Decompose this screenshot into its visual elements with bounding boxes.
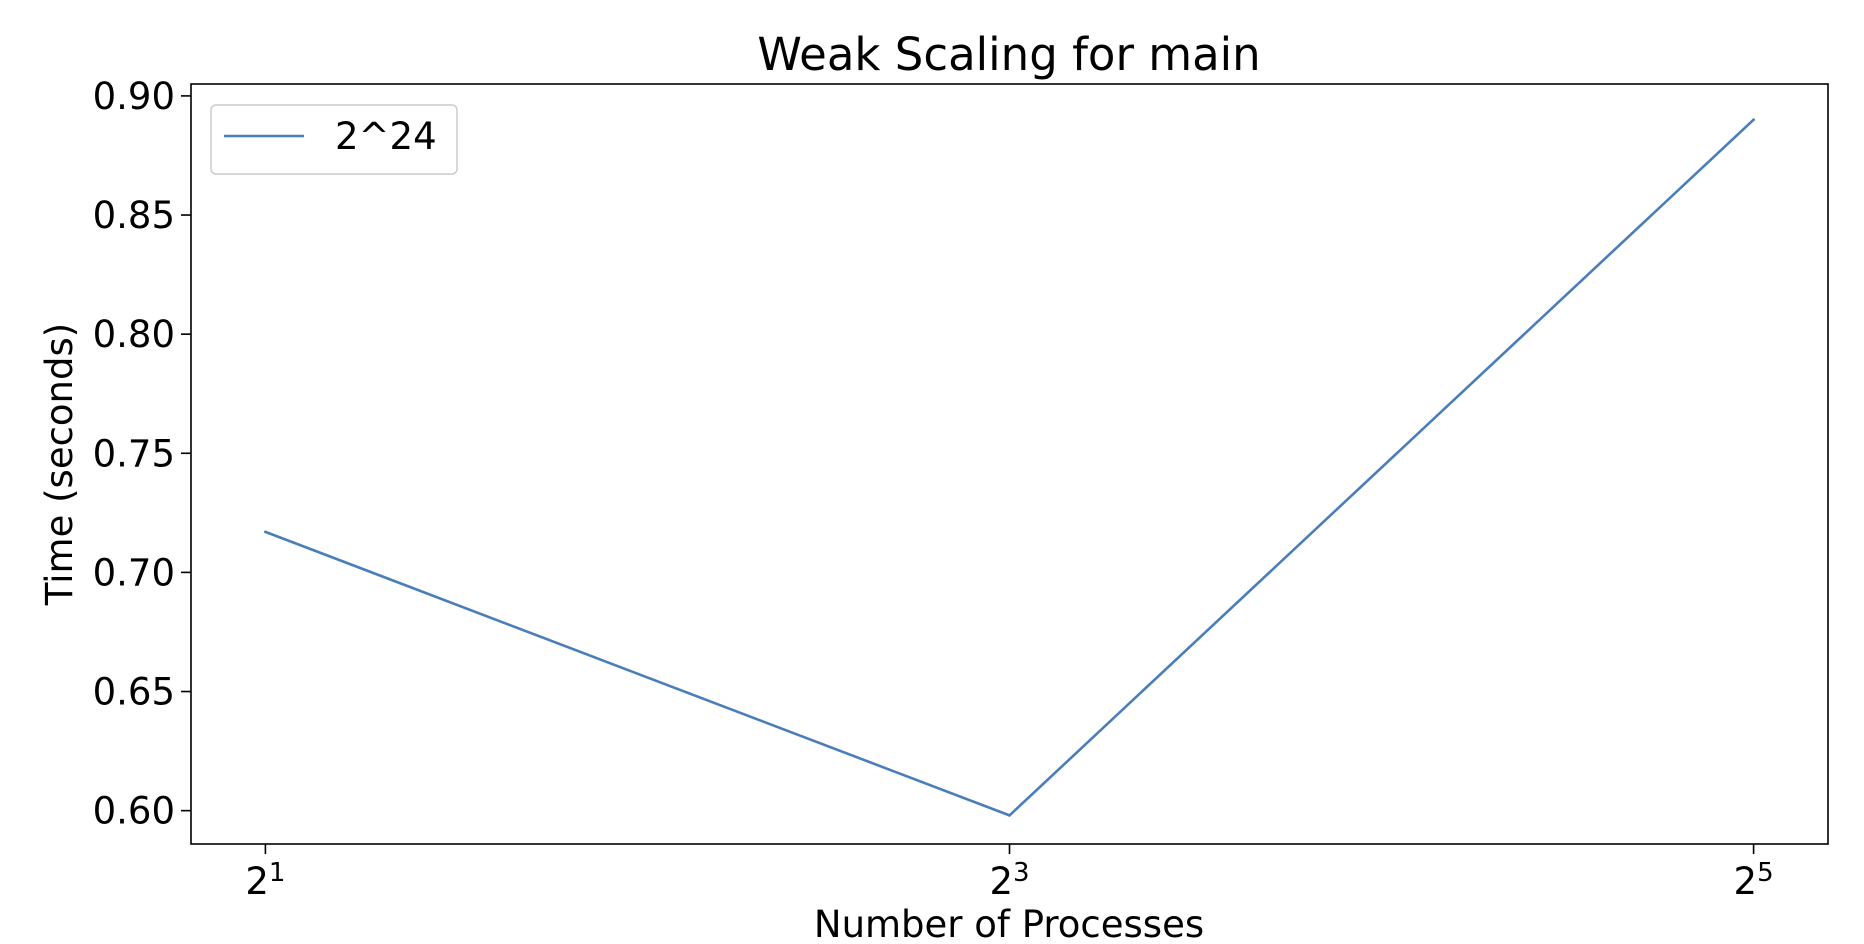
- x-tick-label: 25: [1734, 858, 1774, 903]
- x-axis: 21 23 25: [245, 844, 1774, 903]
- y-axis: 0.60 0.65 0.70 0.75 0.80 0.85 0.90: [93, 75, 191, 833]
- x-axis-label: Number of Processes: [814, 903, 1204, 944]
- series-point: [1752, 118, 1755, 122]
- legend-box: [210, 104, 458, 175]
- y-tick-label: 0.65: [93, 671, 175, 714]
- chart-title: Weak Scaling for main: [757, 28, 1260, 81]
- y-tick-label: 0.60: [93, 790, 175, 833]
- legend: 2^24: [210, 104, 458, 175]
- series-line: [264, 118, 1755, 817]
- series-point: [1008, 814, 1011, 817]
- x-tick-label: 21: [245, 858, 285, 903]
- y-tick-label: 0.80: [93, 313, 175, 356]
- y-tick-label: 0.90: [93, 75, 175, 118]
- y-tick-label: 0.85: [93, 194, 175, 237]
- series-point: [264, 530, 267, 534]
- legend-label: 2^24: [335, 115, 437, 158]
- plot-frame: [190, 83, 1829, 845]
- x-tick-label: 23: [989, 858, 1029, 903]
- series-lines: [264, 118, 1755, 817]
- y-tick-label: 0.75: [93, 432, 175, 475]
- y-tick-label: 0.70: [93, 551, 175, 594]
- y-axis-label: Time (seconds): [38, 323, 81, 606]
- plot-area: [190, 83, 1829, 845]
